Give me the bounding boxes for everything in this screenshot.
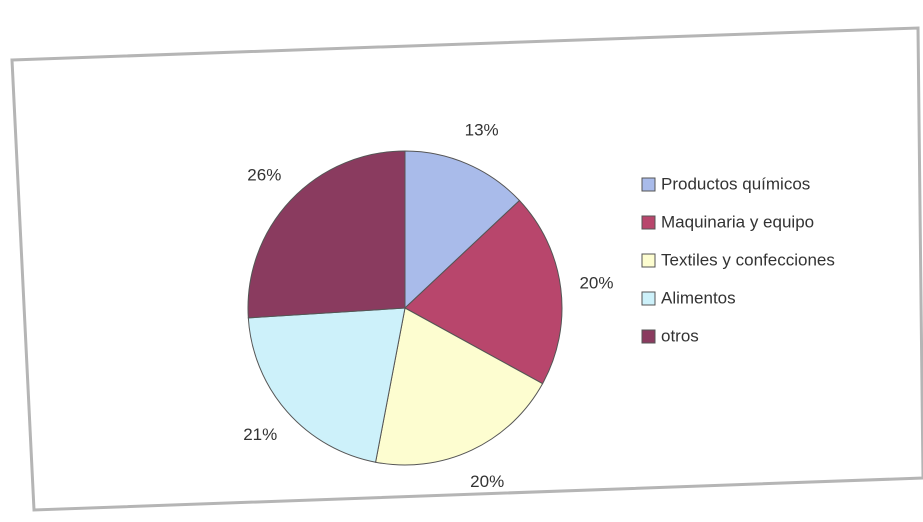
legend: Productos químicos Maquinaria y equipo Tex… [641,174,835,345]
legend-swatch [641,253,656,268]
data-label: 13% [465,120,499,139]
legend-swatch [641,177,656,192]
legend-swatch [641,291,656,306]
pie-slice [404,199,563,385]
data-label: 21% [243,425,277,444]
data-label: 20% [579,273,613,292]
pie-slice [247,307,406,463]
legend-swatch [641,329,656,344]
pie-slice [247,150,406,319]
legend-label: otros [661,326,699,345]
legend-label: Alimentos [661,288,736,307]
pie-slice [374,307,544,466]
data-label: 20% [470,472,504,491]
legend-label: Textiles y confecciones [661,250,835,269]
legend-swatch [641,215,656,230]
pie-slice [404,150,521,310]
data-label: 26% [247,165,281,184]
legend-label: Maquinaria y equipo [661,212,814,231]
legend-label: Productos químicos [661,174,810,193]
plot-area: 13% 20% 20% 21% 26% [243,120,613,491]
